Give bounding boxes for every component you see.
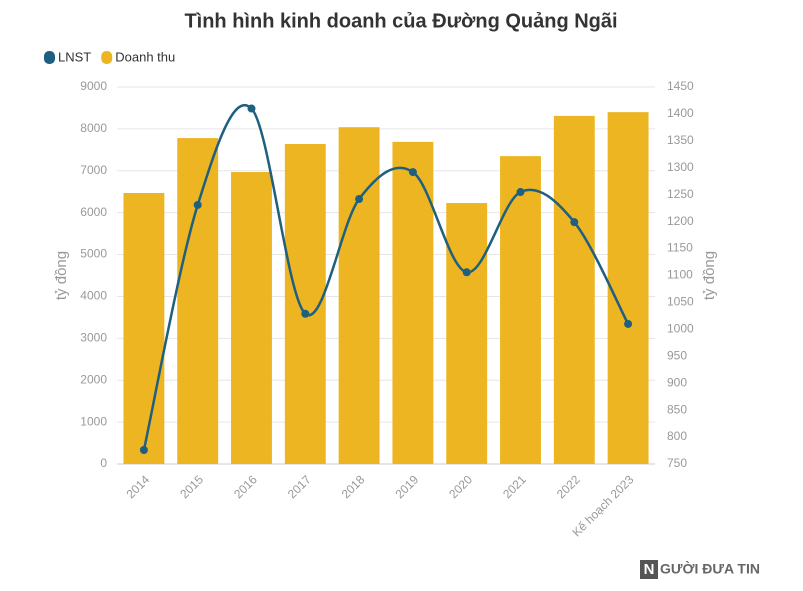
y2-axis-label: tỷ đồng — [701, 251, 718, 300]
y-tick-label: 9000 — [80, 79, 107, 93]
x-tick-label: 2019 — [392, 472, 421, 501]
chart-title: Tình hình kinh doanh của Đường Quảng Ngã… — [184, 10, 617, 32]
bar — [553, 115, 595, 465]
y-tick-label: 4000 — [80, 289, 107, 303]
y2-tick-label: 800 — [667, 429, 687, 443]
y2-tick-label: 1300 — [667, 160, 694, 174]
y-tick-label: 2000 — [80, 372, 107, 386]
y-tick-label: 5000 — [80, 247, 107, 261]
line-marker — [408, 168, 417, 177]
y2-tick-label: 1150 — [667, 241, 693, 255]
x-tick-label: 2022 — [554, 472, 583, 501]
bar — [338, 127, 380, 465]
y-tick-label: 0 — [100, 456, 107, 470]
y2-tick-label: 850 — [667, 402, 687, 416]
y-tick-label: 3000 — [80, 331, 107, 345]
y-tick-label: 6000 — [80, 205, 107, 219]
bar — [500, 156, 541, 464]
legend-label: LNST — [58, 49, 91, 64]
legend-swatch — [101, 51, 113, 64]
y2-tick-label: 950 — [667, 348, 687, 362]
y2-tick-label: 1000 — [667, 322, 694, 336]
y2-tick-label: 1450 — [667, 79, 694, 93]
line — [142, 104, 630, 451]
line-marker — [462, 268, 471, 277]
legend-swatch — [44, 51, 55, 64]
y-tick-label: 7000 — [80, 163, 107, 177]
line-marker — [193, 200, 202, 209]
x-tick-label: 2021 — [500, 472, 529, 501]
bar — [177, 138, 219, 465]
bar — [392, 141, 434, 464]
y2-tick-label: 750 — [667, 456, 687, 470]
y2-tick-label: 900 — [667, 375, 687, 389]
line-marker — [516, 188, 525, 197]
y2-tick-label: 1200 — [667, 214, 694, 228]
bar — [123, 192, 165, 464]
bar — [231, 172, 272, 465]
x-tick-label: 2014 — [123, 472, 152, 501]
x-tick-label: 2020 — [446, 472, 475, 501]
y2-tick-label: 1100 — [667, 268, 693, 282]
y2-tick-label: 1250 — [667, 187, 694, 201]
x-tick-label: 2015 — [177, 472, 206, 501]
y2-tick-label: 1050 — [667, 295, 694, 309]
watermark-logo: N — [644, 561, 655, 578]
x-tick-label: 2017 — [285, 472, 314, 501]
line-marker — [355, 195, 364, 204]
watermark-text: GƯỜI ĐƯA TIN — [660, 560, 760, 577]
y-axis-label: tỷ đồng — [53, 251, 70, 300]
line-marker — [624, 319, 633, 328]
x-tick-label: 2016 — [231, 472, 260, 501]
legend-label: Doanh thu — [115, 49, 175, 64]
x-tick-label: 2018 — [339, 472, 368, 501]
line-marker — [139, 445, 148, 454]
line-marker — [570, 218, 579, 227]
y-tick-label: 8000 — [80, 121, 107, 135]
y2-tick-label: 1350 — [667, 133, 694, 147]
watermark-logo-box — [640, 560, 658, 579]
line-marker — [247, 104, 256, 113]
y-tick-label: 1000 — [80, 414, 107, 428]
line-marker — [301, 309, 310, 318]
bar — [607, 112, 649, 464]
y2-tick-label: 1400 — [667, 106, 694, 120]
bar — [446, 203, 488, 464]
